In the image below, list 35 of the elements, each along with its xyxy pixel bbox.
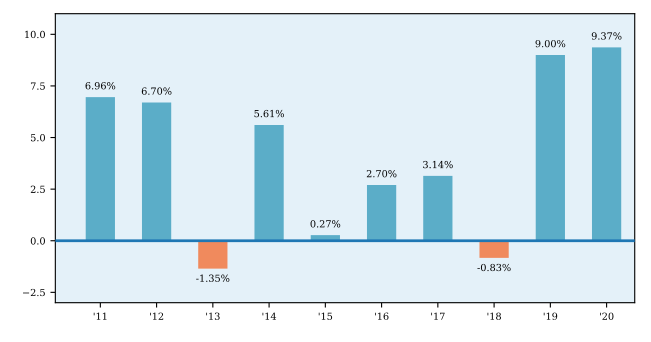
data-label: 3.14% bbox=[423, 160, 453, 168]
x-tick-label: '15 bbox=[318, 312, 332, 320]
bar bbox=[86, 97, 115, 241]
y-tick-label: 10.0 bbox=[25, 30, 45, 38]
data-label: 9.00% bbox=[536, 40, 566, 48]
bar bbox=[198, 240, 228, 269]
x-tick-label: '17 bbox=[431, 312, 445, 320]
x-tick-label: '20 bbox=[600, 312, 614, 320]
x-tick-label: '16 bbox=[375, 312, 389, 320]
bar bbox=[479, 240, 509, 258]
y-tick-label: −2.5 bbox=[23, 288, 45, 296]
data-label: 5.61% bbox=[254, 110, 284, 118]
y-tick-label: 2.5 bbox=[30, 186, 45, 193]
data-label: -1.35% bbox=[196, 274, 230, 282]
bar bbox=[254, 124, 284, 241]
data-label: 6.96% bbox=[86, 82, 116, 90]
data-label: 0.27% bbox=[310, 220, 340, 228]
data-label: -0.83% bbox=[477, 264, 511, 272]
bar bbox=[536, 54, 565, 241]
x-tick-label: '19 bbox=[544, 312, 558, 320]
y-tick-label: 0.0 bbox=[30, 237, 45, 245]
data-label: 9.37% bbox=[592, 32, 622, 40]
x-tick-label: '11 bbox=[94, 312, 106, 320]
bar bbox=[142, 102, 172, 241]
bar bbox=[366, 185, 396, 241]
bar bbox=[592, 47, 622, 241]
y-tick-label: 7.5 bbox=[30, 82, 45, 90]
x-tick-label: '13 bbox=[206, 312, 220, 320]
data-label: 6.70% bbox=[142, 87, 172, 95]
data-label: 2.70% bbox=[366, 170, 396, 178]
x-tick-label: '18 bbox=[488, 312, 501, 320]
x-tick-label: '12 bbox=[150, 312, 164, 320]
bar bbox=[423, 176, 452, 241]
y-tick-label: 5.0 bbox=[30, 134, 45, 142]
x-tick-label: '14 bbox=[262, 312, 276, 320]
